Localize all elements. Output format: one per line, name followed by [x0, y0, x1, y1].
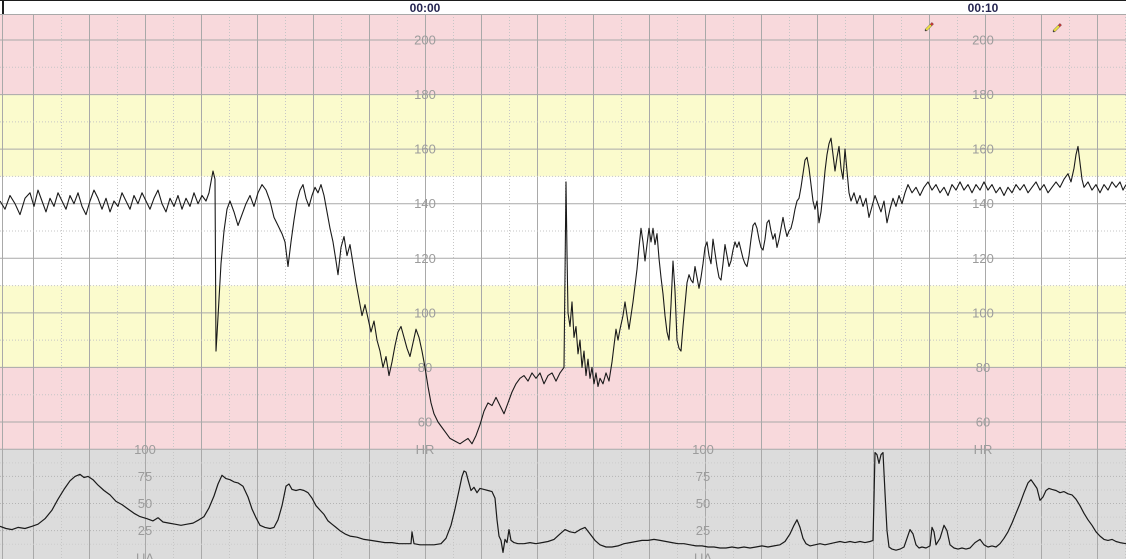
fhr-band-3	[0, 285, 1126, 368]
fhr-tick-label-120: 120	[972, 251, 994, 266]
annotation-pencil-icon[interactable]	[924, 22, 934, 32]
fhr-band-0	[0, 14, 1126, 95]
time-label-0010: 00:10	[967, 1, 999, 15]
time-label-0000: 00:00	[409, 1, 441, 15]
pencil-part	[929, 22, 934, 27]
fhr-tick-label-140: 140	[972, 196, 994, 211]
fhr-tick-label-200: 200	[972, 33, 994, 48]
toco-trace	[0, 452, 1126, 554]
fhr-tick-label-180: 180	[414, 87, 436, 102]
fhr-axis-label-hr: HR	[416, 442, 435, 457]
fhr-tick-label-180: 180	[972, 87, 994, 102]
fhr-tick-label-60: 60	[418, 415, 432, 430]
fhr-tick-label-60: 60	[976, 415, 990, 430]
toco-tick-label-25: 25	[138, 523, 152, 538]
fhr-tick-label-120: 120	[414, 251, 436, 266]
toco-tick-label-100: 100	[134, 442, 156, 457]
fhr-band-1	[0, 94, 1126, 177]
toco-axis-label-ua: UA	[694, 550, 712, 559]
fhr-tick-label-200: 200	[414, 33, 436, 48]
fhr-band-4	[0, 367, 1126, 450]
fhr-tick-label-140: 140	[414, 196, 436, 211]
fhr-tick-label-80: 80	[976, 360, 990, 375]
time-axis-strip: 00:00 00:10	[0, 0, 1126, 15]
fhr-tick-label-100: 100	[414, 305, 436, 320]
fhr-tick-label-160: 160	[414, 142, 436, 157]
pencil-part	[1057, 23, 1062, 28]
toco-tick-label-100: 100	[692, 442, 714, 457]
fhr-band-2	[0, 176, 1126, 286]
toco-tick-label-75: 75	[696, 469, 710, 484]
fhr-axis-label-hr: HR	[974, 442, 993, 457]
toco-tick-label-50: 50	[138, 496, 152, 511]
fhr-tick-label-100: 100	[972, 305, 994, 320]
toco-tick-label-50: 50	[696, 496, 710, 511]
toco-axis-label-ua: UA	[136, 550, 154, 559]
toco-tick-label-25: 25	[696, 523, 710, 538]
fhr-tick-label-160: 160	[972, 142, 994, 157]
toco-tick-label-75: 75	[138, 469, 152, 484]
fhr-trace	[0, 137, 1126, 445]
time-axis-left-tick	[2, 1, 4, 14]
annotation-pencil-icon[interactable]	[1052, 23, 1062, 33]
